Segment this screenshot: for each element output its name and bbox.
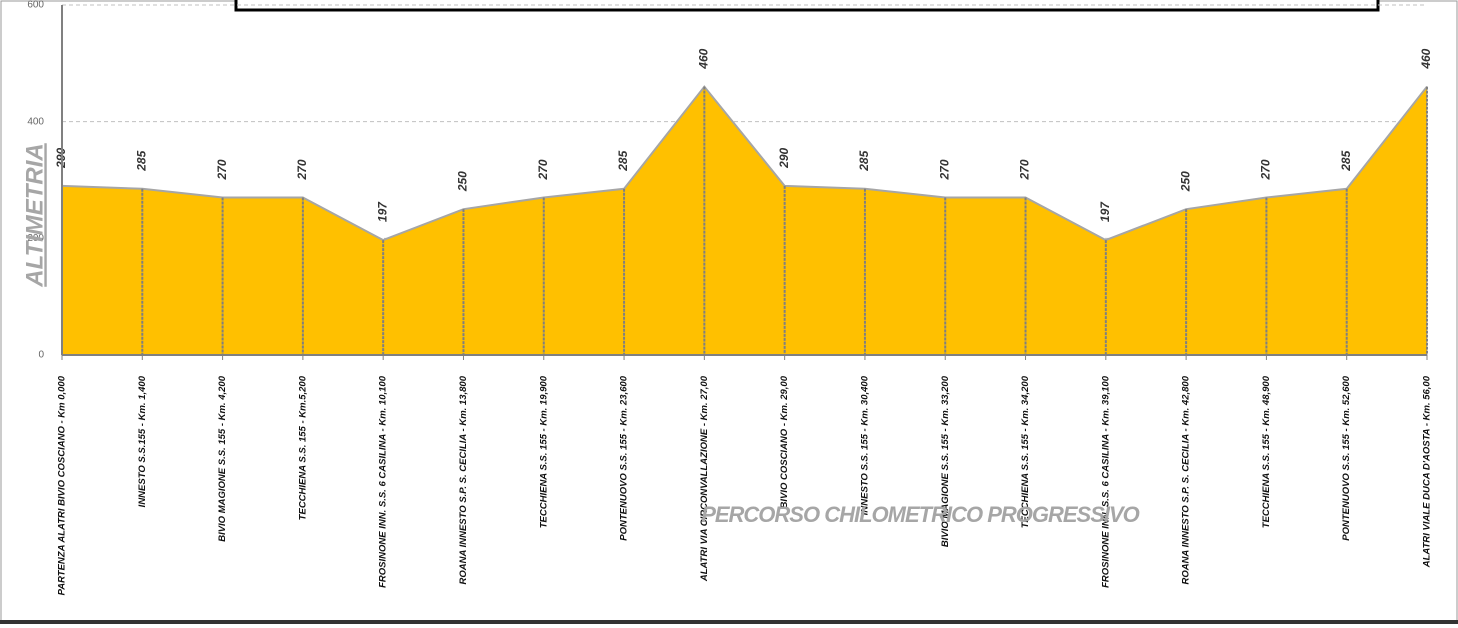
x-tick-label: FROSINONE INN. S.S. 6 CASILINA - Km. 39,… [1100, 375, 1111, 588]
value-label: 197 [1098, 201, 1112, 222]
x-tick-label: ALATRI VIA CIRCONVALLAZIONE - Km. 27,00 [699, 375, 710, 582]
y-tick-label: 0 [38, 350, 44, 361]
plot: 0200400600290285270270197250270285460290… [27, 0, 1433, 595]
area-outline [61, 85, 1428, 242]
y-tick-label: 600 [27, 0, 44, 11]
value-label: 285 [616, 150, 630, 171]
value-label: 270 [1018, 159, 1032, 180]
value-label: 250 [1178, 171, 1192, 192]
value-label: 197 [375, 201, 389, 222]
value-label: 290 [777, 148, 791, 169]
area [62, 86, 1427, 356]
x-tick-label: PARTENZA ALATRI BIVIO COSCIANO - Km 0,00… [57, 375, 68, 595]
value-label: 270 [1259, 159, 1273, 180]
value-label: 270 [937, 159, 951, 180]
x-tick-label: ROANA INNESTO S.P. S. CECILIA - Km. 42,8… [1181, 375, 1192, 584]
x-tick-label: ALATRI VIALE DUCA D'AOSTA - Km. 56,00 [1422, 375, 1433, 568]
x-tick-label: FROSINONE INN. S.S. 6 CASILINA - Km. 10,… [378, 375, 389, 588]
y-tick-label: 400 [27, 116, 44, 127]
value-label: 270 [215, 159, 229, 180]
x-tick-label: TECCHIENA S.S. 155 - Km.5,200 [297, 375, 308, 520]
x-tick-label: BIVIO MAGIONE S.S. 155 - Km. 33,200 [940, 375, 951, 547]
value-label: 285 [857, 150, 871, 171]
value-label: 285 [134, 150, 148, 171]
x-axis-title: PERCORSO CHILOMETRICO PROGRESSIVO [701, 502, 1139, 527]
value-label: 460 [697, 48, 711, 69]
value-label: 285 [1339, 150, 1353, 171]
x-tick-label: BIVIO COSCIANO - Km. 29,00 [779, 375, 790, 508]
x-tick-label: PONTENUOVO S.S. 155 - Km. 52,600 [1341, 375, 1352, 540]
value-label: 270 [295, 159, 309, 180]
y-tick-label: 200 [27, 233, 44, 244]
value-label: 460 [1419, 48, 1433, 69]
x-tick-label: ROANA INNESTO S.P. S. CECILIA - Km. 13,8… [458, 375, 469, 584]
x-tick-label: TECCHIENA S.S. 155 - Km. 34,200 [1020, 375, 1031, 528]
x-tick-label: TECCHIENA S.S. 155 - Km. 19,900 [538, 375, 549, 528]
value-label: 270 [536, 159, 550, 180]
x-tick-label: INNESTO S.S. 155 - Km. 30,400 [859, 375, 870, 515]
value-label: 250 [456, 171, 470, 192]
x-tick-label: PONTENUOVO S.S. 155 - Km. 23,600 [619, 375, 630, 540]
x-tick-label: INNESTO S.S.155 - Km. 1,400 [137, 375, 148, 507]
x-tick-label: BIVIO MAGIONE S.S. 155 - Km. 4,200 [217, 375, 228, 541]
y-axis-title: ALTIMETRIA [21, 143, 48, 288]
x-tick-label: TECCHIENA S.S. 155 - Km. 48,900 [1261, 375, 1272, 528]
